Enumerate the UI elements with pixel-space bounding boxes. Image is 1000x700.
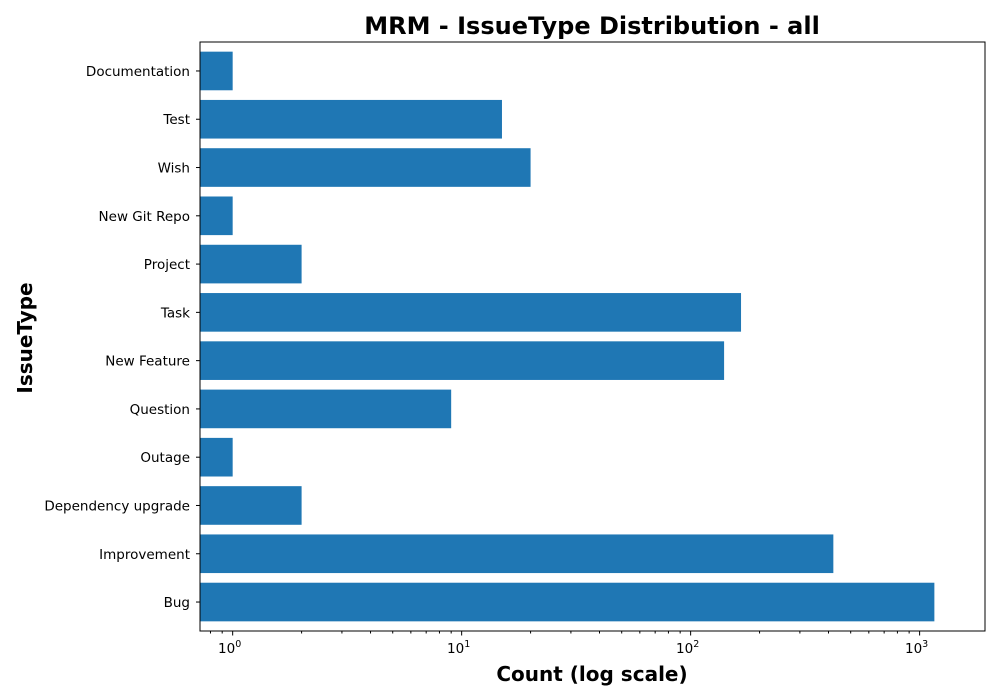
x-tick-label: 102 xyxy=(676,639,699,657)
y-tick-label: Outage xyxy=(140,450,190,466)
x-tick-label: 103 xyxy=(905,639,928,657)
y-tick-label: New Feature xyxy=(105,354,190,370)
bar-test xyxy=(200,99,502,139)
y-tick-label: Project xyxy=(144,257,190,273)
bar-question xyxy=(200,389,452,429)
y-axis-label: IssueType xyxy=(13,282,37,393)
y-tick-label: Bug xyxy=(164,595,190,611)
bar-documentation xyxy=(200,51,233,91)
y-tick-label: New Git Repo xyxy=(99,209,190,225)
y-tick-label: Improvement xyxy=(99,547,190,563)
bar-wish xyxy=(200,148,531,187)
y-tick-label: Test xyxy=(162,112,190,128)
x-axis-label: Count (log scale) xyxy=(496,662,687,686)
bar-improvement xyxy=(200,534,834,574)
bar-new-git-repo xyxy=(200,196,233,236)
bar-bug xyxy=(200,582,935,622)
x-tick-label: 101 xyxy=(447,639,470,657)
bars-group xyxy=(200,51,935,622)
bar-task xyxy=(200,293,742,332)
y-tick-label: Dependency upgrade xyxy=(44,498,190,514)
y-tick-label: Documentation xyxy=(86,64,190,80)
plot-frame xyxy=(199,41,986,632)
x-tick-label: 100 xyxy=(218,639,241,657)
x-axis-ticks: 100 101 102 103 xyxy=(209,631,928,657)
y-tick-label: Question xyxy=(130,402,190,418)
bar-dependency-upgrade xyxy=(200,486,302,525)
y-tick-label: Wish xyxy=(158,161,190,177)
y-axis-ticks: Bug Improvement Dependency upgrade Outage Qu… xyxy=(44,64,200,611)
bar-project xyxy=(200,244,302,284)
bar-new-feature xyxy=(200,341,725,380)
y-tick-label: Task xyxy=(160,305,190,321)
chart-title: MRM - IssueType Distribution - all xyxy=(364,12,820,40)
bar-outage xyxy=(200,437,233,477)
